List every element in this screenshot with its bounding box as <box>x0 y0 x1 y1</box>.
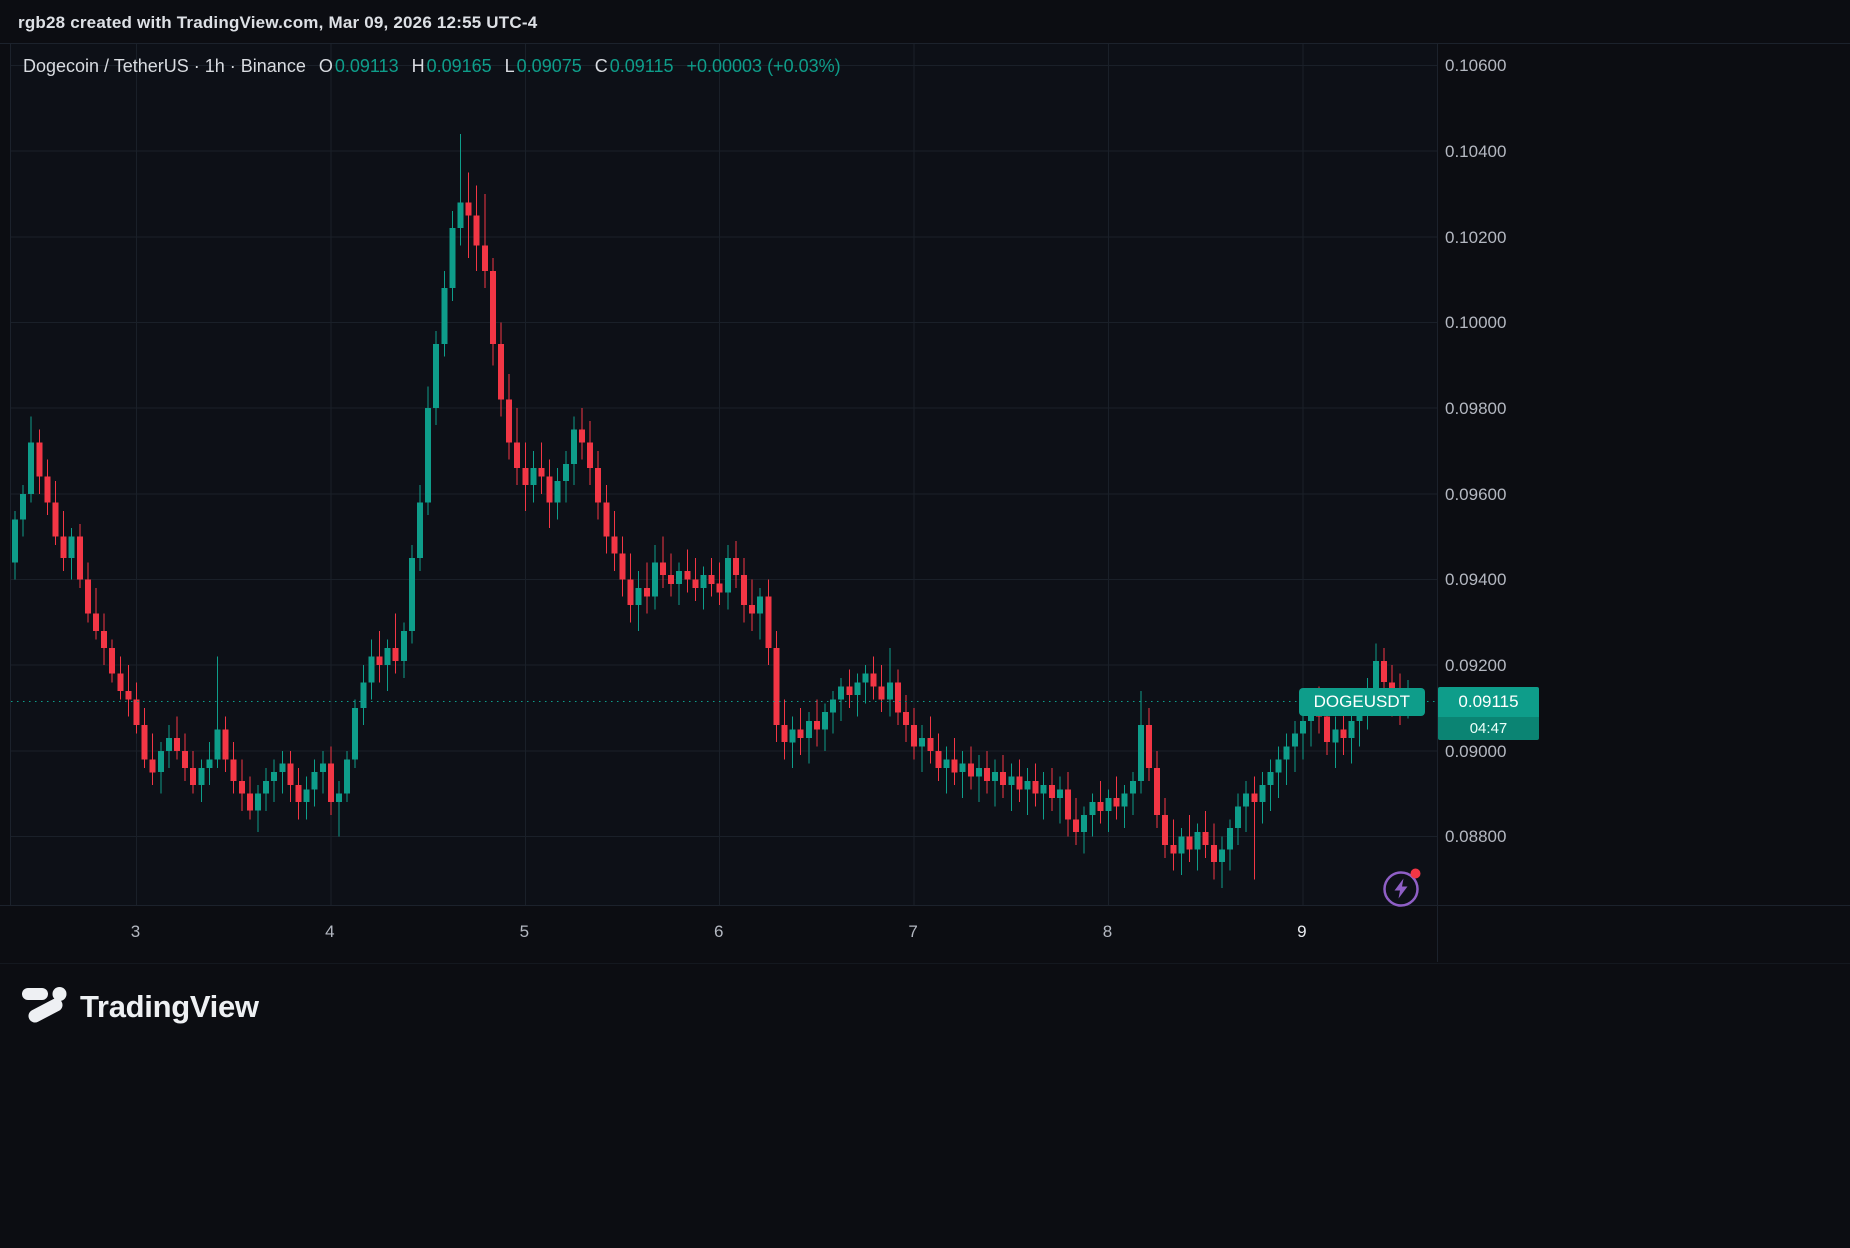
y-axis-label: 0.10000 <box>1445 313 1507 333</box>
attribution-text: rgb28 created with TradingView.com, Mar … <box>18 13 538 32</box>
lightning-button[interactable] <box>1380 865 1424 909</box>
x-axis-label: 5 <box>519 922 530 941</box>
symbol-price-badge: DOGEUSDT <box>1298 687 1425 716</box>
ohlc-low-label: L <box>504 56 515 76</box>
bar-countdown-label: 04:47 <box>1438 716 1539 740</box>
ohlc-close: C 0.09115 <box>595 56 674 77</box>
x-axis-label: 3 <box>130 922 141 941</box>
y-axis-label: 0.09800 <box>1445 399 1507 419</box>
x-axis-label: 7 <box>908 922 918 941</box>
ohlc-high-label: H <box>411 56 425 76</box>
y-axis-label: 0.09400 <box>1445 570 1507 590</box>
ohlc-low-value: 0.09075 <box>516 56 582 76</box>
x-axis-label: 9 <box>1297 922 1307 941</box>
ohlc-close-label: C <box>594 56 608 76</box>
chart-pane[interactable]: Dogecoin / TetherUS · 1h · Binance O 0.09… <box>10 44 1438 907</box>
y-axis-label: 0.09200 <box>1445 656 1507 676</box>
tradingview-logo-text[interactable]: TradingView <box>80 988 259 1024</box>
symbol-title[interactable]: Dogecoin / TetherUS · 1h · Binance <box>23 56 306 76</box>
y-axis-label: 0.09600 <box>1445 484 1507 504</box>
y-axis-label: 0.09000 <box>1445 741 1507 761</box>
tradingview-logo-icon[interactable] <box>22 983 68 1030</box>
ohlc-close-value: 0.09115 <box>609 56 674 76</box>
ohlc-high-value: 0.09165 <box>426 56 492 76</box>
ohlc-open-label: O <box>318 56 333 76</box>
time-axis[interactable]: 3 4 5 6 7 8 9 <box>0 905 1850 964</box>
price-axis[interactable]: 0.09115 04:47 0.10600 0.10400 0.10200 0.100… <box>1437 44 1539 962</box>
header-separator <box>0 43 1850 44</box>
symbol-legend: Dogecoin / TetherUS · 1h · Binance O 0.09… <box>23 56 841 77</box>
candlestick-chart[interactable] <box>11 44 1438 905</box>
ohlc-low: L 0.09075 <box>505 56 582 77</box>
ohlc-high: H 0.09165 <box>412 56 492 77</box>
y-axis-label: 0.10600 <box>1445 56 1507 76</box>
notification-dot-icon <box>1410 868 1421 879</box>
y-axis-label: 0.10200 <box>1445 227 1507 247</box>
y-axis-label: 0.10400 <box>1445 142 1507 162</box>
x-axis-label: 8 <box>1102 922 1113 941</box>
y-axis-label: 0.08800 <box>1445 827 1507 847</box>
footer-brand: TradingView <box>22 983 259 1030</box>
current-price-label: 0.09115 <box>1438 686 1539 717</box>
x-axis-label: 4 <box>325 922 335 941</box>
ohlc-open-value: 0.09113 <box>334 56 399 76</box>
ohlc-open: O 0.09113 <box>319 56 399 77</box>
candles <box>12 134 1412 888</box>
change-value: +0.00003 (+0.03%) <box>686 56 841 76</box>
lightning-icon <box>1383 868 1421 907</box>
x-axis-label: 6 <box>713 922 724 941</box>
grid-lines <box>11 44 1438 905</box>
